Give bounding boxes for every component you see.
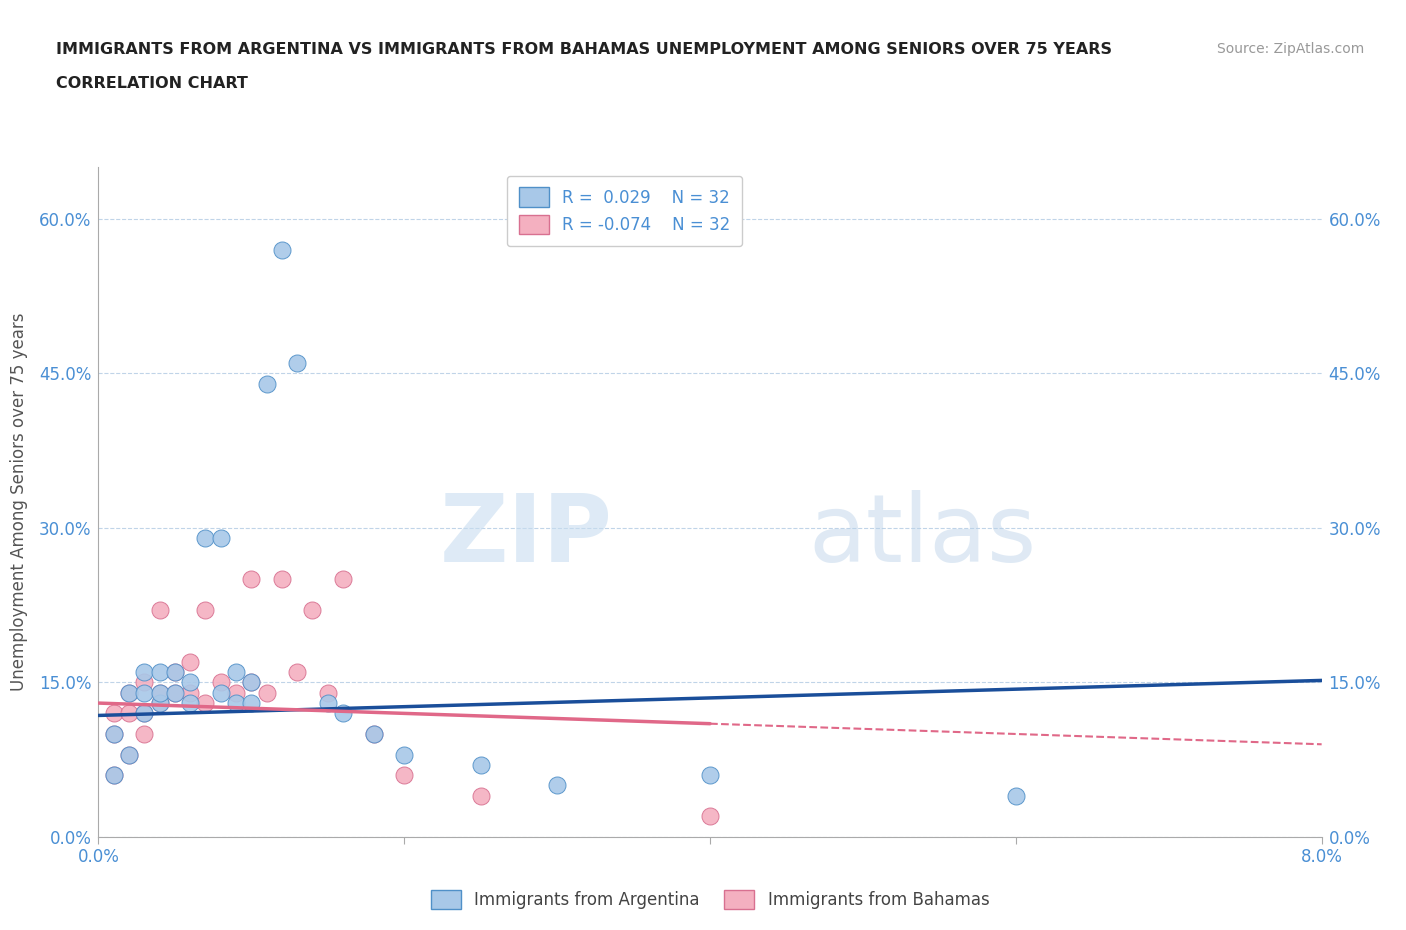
Point bbox=[240, 572, 263, 587]
Text: CORRELATION CHART: CORRELATION CHART bbox=[56, 76, 247, 91]
Point bbox=[134, 726, 156, 741]
Point bbox=[118, 685, 141, 700]
Point bbox=[240, 675, 263, 690]
Point bbox=[316, 685, 339, 700]
Point bbox=[179, 685, 201, 700]
Point bbox=[149, 665, 172, 680]
Point bbox=[225, 685, 247, 700]
Point bbox=[134, 706, 156, 721]
Point bbox=[392, 747, 416, 762]
Point bbox=[194, 696, 217, 711]
Point bbox=[103, 768, 125, 783]
Point bbox=[103, 726, 125, 741]
Point bbox=[209, 675, 232, 690]
Point bbox=[134, 665, 156, 680]
Point bbox=[470, 757, 492, 772]
Point bbox=[103, 768, 125, 783]
Legend: Immigrants from Argentina, Immigrants from Bahamas: Immigrants from Argentina, Immigrants fr… bbox=[423, 884, 997, 916]
Point bbox=[163, 685, 186, 700]
Point bbox=[163, 665, 186, 680]
Point bbox=[285, 355, 308, 370]
Point bbox=[118, 706, 141, 721]
Point bbox=[194, 531, 217, 546]
Point bbox=[163, 685, 186, 700]
Point bbox=[149, 696, 172, 711]
Point bbox=[470, 789, 492, 804]
Point bbox=[149, 696, 172, 711]
Point bbox=[118, 685, 141, 700]
Point bbox=[225, 665, 247, 680]
Point bbox=[1004, 789, 1026, 804]
Point bbox=[240, 696, 263, 711]
Point bbox=[363, 726, 385, 741]
Point bbox=[240, 675, 263, 690]
Point bbox=[363, 726, 385, 741]
Point bbox=[316, 696, 339, 711]
Point bbox=[179, 675, 201, 690]
Point bbox=[270, 572, 294, 587]
Point bbox=[134, 706, 156, 721]
Point bbox=[194, 603, 217, 618]
Point bbox=[179, 655, 201, 670]
Text: atlas: atlas bbox=[808, 490, 1036, 581]
Point bbox=[134, 675, 156, 690]
Point bbox=[134, 685, 156, 700]
Point bbox=[179, 696, 201, 711]
Point bbox=[225, 696, 247, 711]
Point bbox=[256, 685, 278, 700]
Point bbox=[256, 377, 278, 392]
Text: Source: ZipAtlas.com: Source: ZipAtlas.com bbox=[1216, 42, 1364, 56]
Point bbox=[209, 685, 232, 700]
Point bbox=[209, 531, 232, 546]
Point bbox=[332, 572, 354, 587]
Point bbox=[103, 706, 125, 721]
Point bbox=[699, 809, 721, 824]
Point bbox=[163, 665, 186, 680]
Point bbox=[118, 747, 141, 762]
Point bbox=[149, 685, 172, 700]
Text: ZIP: ZIP bbox=[439, 490, 612, 581]
Point bbox=[332, 706, 354, 721]
Point bbox=[546, 778, 568, 793]
Point bbox=[301, 603, 323, 618]
Y-axis label: Unemployment Among Seniors over 75 years: Unemployment Among Seniors over 75 years bbox=[10, 313, 28, 691]
Point bbox=[392, 768, 416, 783]
Point bbox=[699, 768, 721, 783]
Point bbox=[118, 747, 141, 762]
Point bbox=[149, 685, 172, 700]
Point bbox=[149, 603, 172, 618]
Point bbox=[285, 665, 308, 680]
Point bbox=[270, 243, 294, 258]
Text: IMMIGRANTS FROM ARGENTINA VS IMMIGRANTS FROM BAHAMAS UNEMPLOYMENT AMONG SENIORS : IMMIGRANTS FROM ARGENTINA VS IMMIGRANTS … bbox=[56, 42, 1112, 57]
Point bbox=[103, 726, 125, 741]
